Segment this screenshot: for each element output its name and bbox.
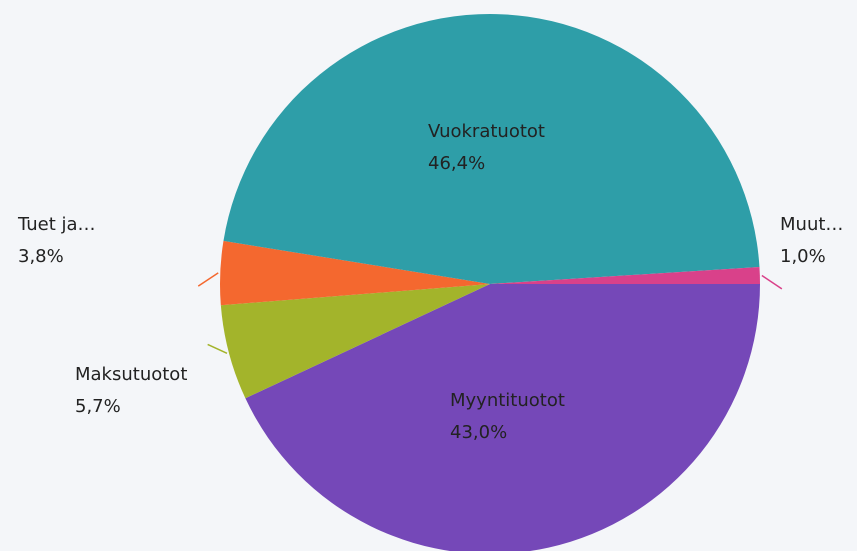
- slice-value: 3,8%: [18, 246, 64, 267]
- slice-value: 1,0%: [780, 246, 826, 267]
- pie-slice: [220, 284, 490, 399]
- pie-slice: [223, 14, 760, 285]
- slice-value: 46,4%: [428, 153, 485, 174]
- slice-value: 5,7%: [75, 396, 121, 417]
- slice-value: 43,0%: [450, 422, 507, 443]
- slice-label: Myyntituotot: [450, 390, 565, 411]
- slice-label: Muut…: [780, 214, 843, 235]
- pie-slice: [490, 267, 760, 284]
- leader-line: [197, 272, 219, 287]
- leader-line: [207, 343, 228, 355]
- slice-label: Tuet ja…: [17, 214, 96, 235]
- slice-label: Maksutuotot: [75, 364, 187, 385]
- leader-line: [761, 274, 783, 290]
- pie-slice: [220, 240, 491, 306]
- slice-label: Vuokratuotot: [428, 121, 545, 142]
- pie-slice: [245, 284, 760, 551]
